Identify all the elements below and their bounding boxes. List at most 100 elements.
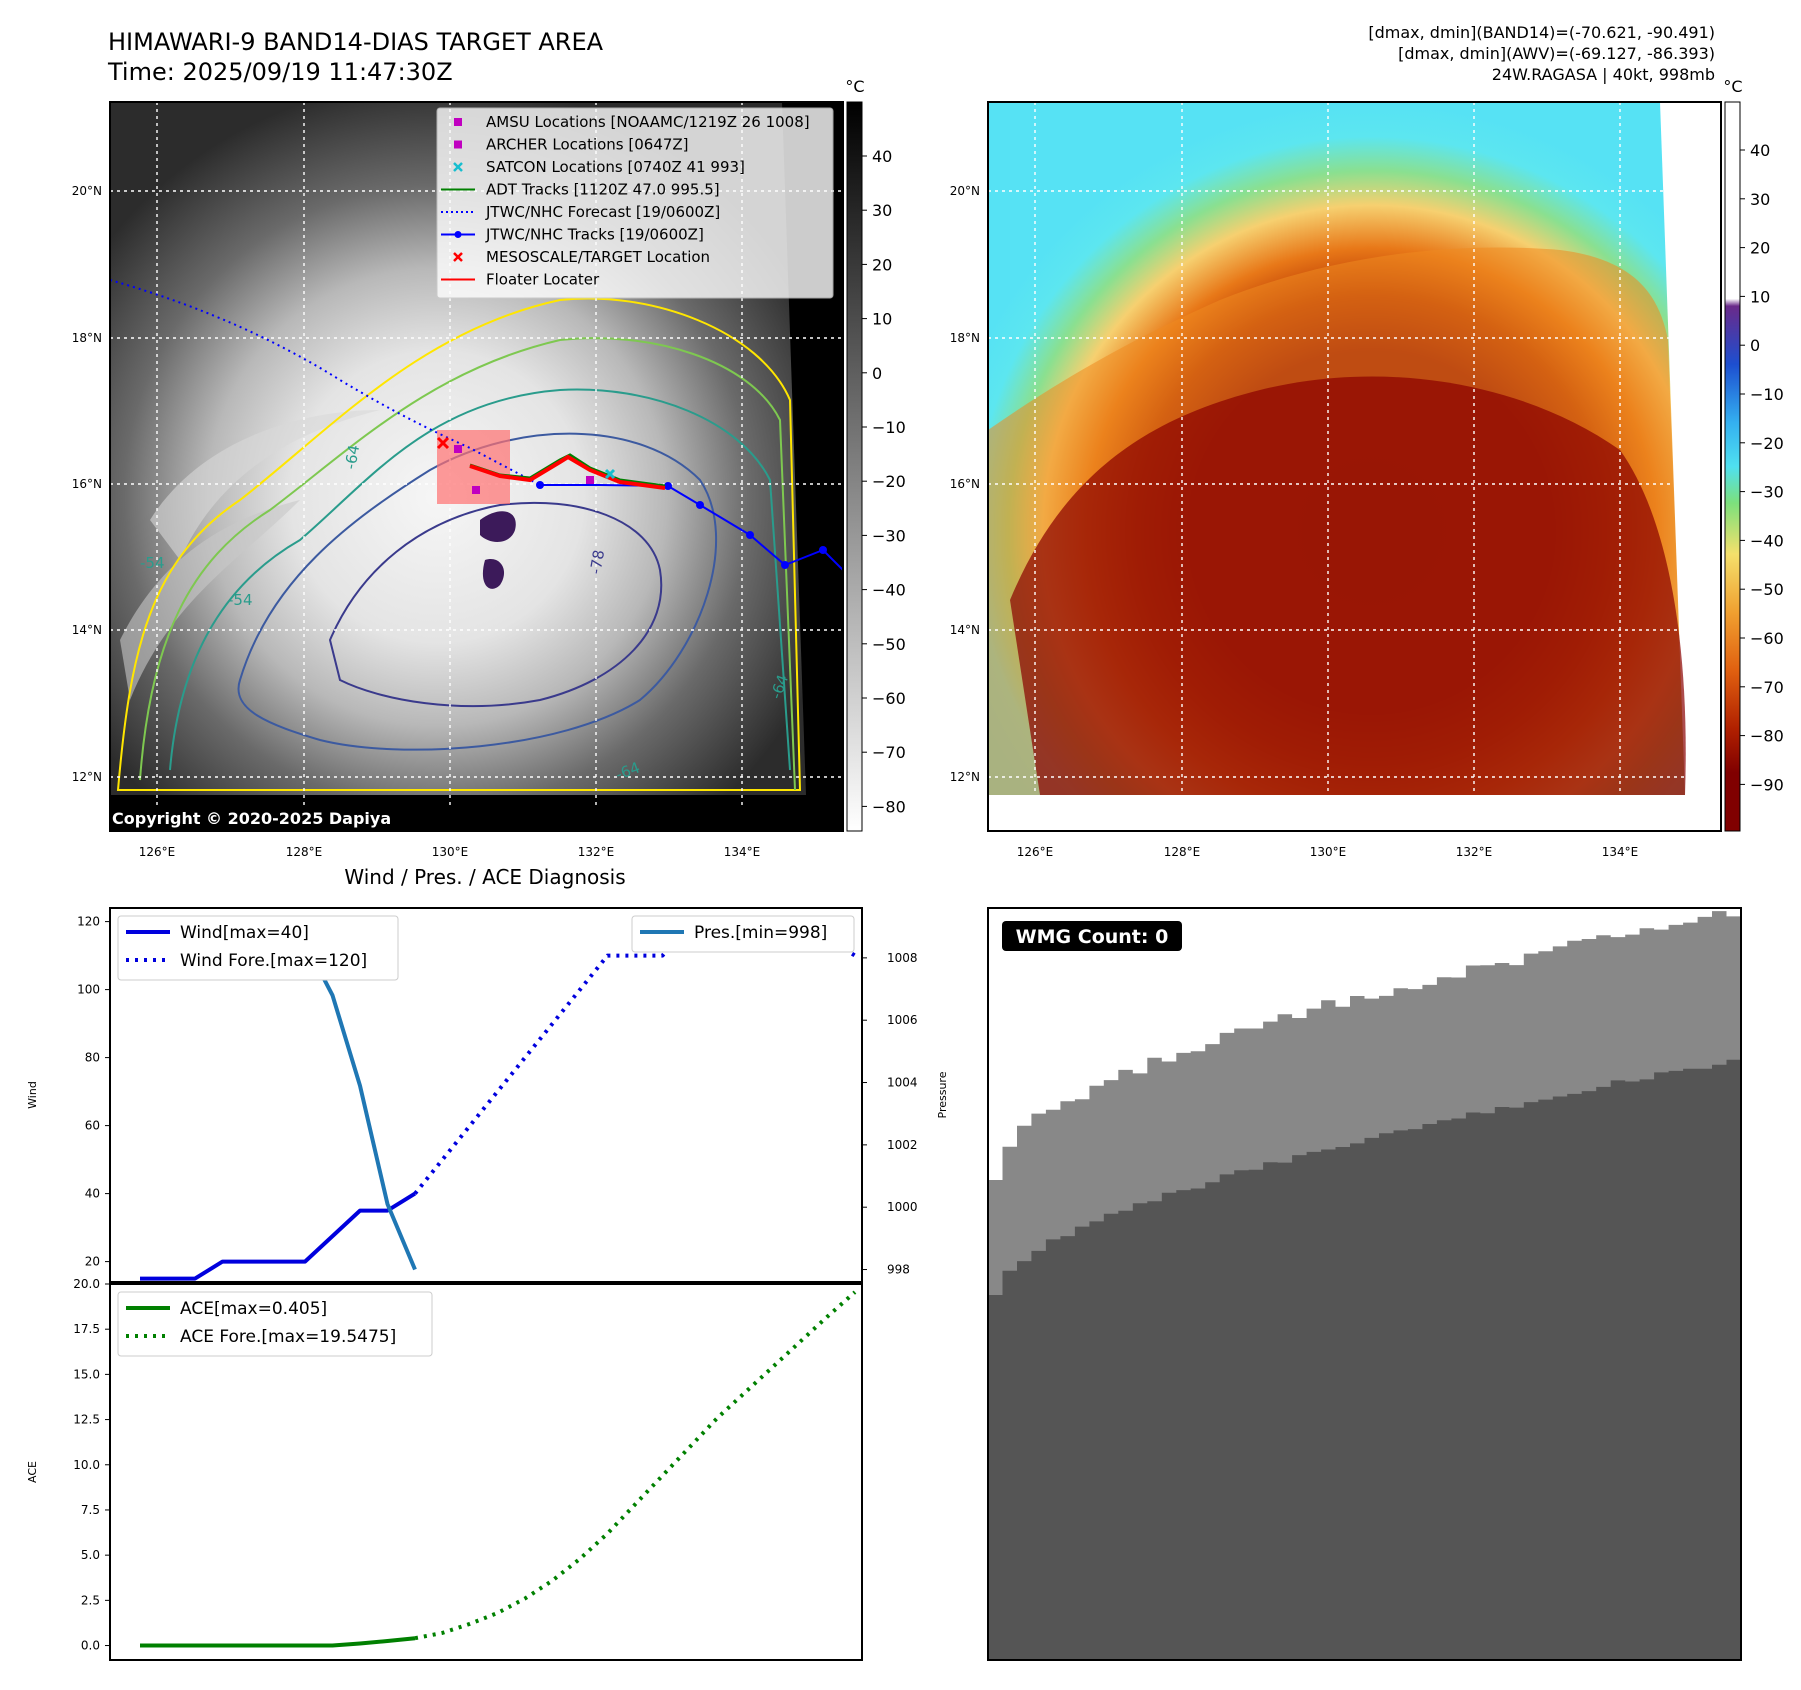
colorbar-tick: −60 (872, 689, 906, 708)
colorbar-tick: −50 (872, 635, 906, 654)
colorbar-tick: −50 (1750, 580, 1784, 599)
lon-tick: 126°E (139, 845, 176, 859)
legend-entry: AMSU Locations [NOAAMC/1219Z 26 1008] (454, 113, 810, 131)
diag-title: Wind / Pres. / ACE Diagnosis (344, 865, 625, 889)
lon-tick: 130°E (432, 845, 469, 859)
ace-legend: ACE[max=0.405] ACE Fore.[max=19.5475] (117, 1291, 433, 1357)
lon-tick: 132°E (1456, 845, 1493, 859)
y-tick: 1002 (887, 1138, 918, 1152)
lat-tick: 12°N (950, 770, 980, 784)
mesoscale-marker (436, 436, 450, 450)
legend-label: JTWC/NHC Tracks [19/0600Z] (485, 226, 704, 244)
colorbar-tick: 30 (872, 201, 892, 220)
y-tick: 60 (85, 1119, 100, 1133)
lon-tick: 132°E (578, 845, 615, 859)
y-tick: 5.0 (81, 1548, 100, 1562)
legend-entry: JTWC/NHC Forecast [19/0600Z] (441, 203, 720, 221)
colorbar-tick: 40 (872, 147, 892, 166)
wmg-panel: WMG Count: 0 (987, 907, 1742, 1661)
y-tick: 998 (887, 1263, 910, 1277)
colorbar-tick: −20 (872, 472, 906, 491)
y-tick: 12.5 (73, 1413, 100, 1427)
legend-marker (454, 140, 462, 149)
info-awv: [dmax, dmin](AWV)=(-69.127, -86.393) (1398, 44, 1715, 63)
right-map-grid (988, 102, 1721, 831)
legend-label: AMSU Locations [NOAAMC/1219Z 26 1008] (486, 113, 810, 131)
colorbar-tick: −70 (1750, 678, 1784, 697)
y-tick: 100 (77, 983, 100, 997)
legend-marker (453, 162, 463, 172)
wind-pressure-panel: 120 100 80 60 40 20 1008 1006 1004 1002 1000 998 W… (26, 907, 949, 1283)
colorbar-tick: −40 (1750, 531, 1784, 550)
right-lat-ticks: 20°N 18°N 16°N 14°N 12°N (950, 184, 980, 784)
lat-tick: 18°N (950, 331, 980, 345)
lon-tick: 126°E (1017, 845, 1054, 859)
info-band14: [dmax, dmin](BAND14)=(-70.621, -90.491) (1368, 23, 1715, 42)
colorbar-tick: −10 (872, 418, 906, 437)
y-tick: 40 (85, 1187, 100, 1201)
right-lon-ticks: 126°E 128°E 130°E 132°E 134°E (1017, 845, 1639, 859)
legend-entry: ADT Tracks [1120Z 47.0 995.5] (441, 181, 720, 199)
ace-legend-label: ACE[max=0.405] (180, 1299, 327, 1319)
colorbar-tick: 10 (872, 310, 892, 329)
wind-fore-legend-label: Wind Fore.[max=120] (180, 951, 367, 971)
y-tick: 10.0 (73, 1458, 100, 1472)
y-tick: 15.0 (73, 1367, 100, 1381)
lon-tick: 128°E (286, 845, 323, 859)
pressure-legend: Pres.[min=998] (631, 915, 855, 953)
wmg-badge (1002, 921, 1182, 951)
left-colorbar-unit: °C (845, 77, 864, 96)
legend-entry: Floater Locater (441, 271, 600, 289)
ace-ylabel: ACE (26, 1461, 39, 1483)
y-tick: 80 (85, 1051, 100, 1065)
colorbar-tick: 40 (1750, 141, 1770, 160)
lat-tick: 16°N (72, 477, 102, 491)
jtwc-forecast-track (110, 279, 541, 486)
wind-forecast-line (413, 919, 857, 1195)
info-storm: 24W.RAGASA | 40kt, 998mb (1492, 65, 1715, 84)
colorbar-tick: −30 (872, 526, 906, 545)
lat-tick: 12°N (72, 770, 102, 784)
legend-label: JTWC/NHC Forecast [19/0600Z] (485, 203, 720, 221)
figure-title: HIMAWARI-9 BAND14-DIAS TARGET AREA (108, 28, 604, 56)
wmg-dark-layer (988, 1059, 1741, 1660)
legend-label: SATCON Locations [0740Z 41 993] (486, 158, 745, 176)
colorbar-tick: −20 (1750, 434, 1784, 453)
legend-marker (454, 231, 462, 238)
y-tick: 20 (85, 1255, 100, 1269)
colorbar-tick: −90 (1750, 775, 1784, 794)
y-tick: 120 (77, 915, 100, 929)
y-tick: 20.0 (73, 1277, 100, 1291)
colorbar-tick: 10 (1750, 287, 1770, 306)
legend-label: ADT Tracks [1120Z 47.0 995.5] (486, 181, 720, 199)
wind-line (140, 1191, 417, 1281)
amsu-marker-2 (586, 476, 594, 484)
left-map: -64 -54 -64 -54 -78 -64 Copyright © 2020… (72, 77, 906, 859)
lat-tick: 14°N (950, 623, 980, 637)
lon-tick: 128°E (1164, 845, 1201, 859)
lat-tick: 14°N (72, 623, 102, 637)
lon-tick: 130°E (1310, 845, 1347, 859)
left-colorbar (846, 101, 863, 832)
legend-entry: SATCON Locations [0740Z 41 993] (453, 158, 745, 176)
y-tick: 1006 (887, 1013, 918, 1027)
ace-line (140, 1636, 416, 1648)
satcon-marker (604, 468, 616, 480)
lon-tick: 134°E (1602, 845, 1639, 859)
y-tick: 7.5 (81, 1503, 100, 1517)
left-map-legend: AMSU Locations [NOAAMC/1219Z 26 1008] ARC… (436, 107, 834, 299)
ace-forecast-line (414, 1290, 857, 1641)
ace-fore-legend-label: ACE Fore.[max=19.5475] (180, 1327, 396, 1347)
y-tick: 2.5 (81, 1593, 100, 1607)
figure-time: Time: 2025/09/19 11:47:30Z (107, 58, 453, 86)
legend-label: Floater Locater (486, 271, 600, 289)
copyright: Copyright © 2020-2025 Dapiya (112, 809, 391, 828)
lat-tick: 20°N (72, 184, 102, 198)
colorbar-tick: −10 (1750, 385, 1784, 404)
colorbar-tick: −80 (872, 797, 906, 816)
right-colorbar-unit: °C (1723, 77, 1742, 96)
left-lat-ticks: 20°N 18°N 16°N 14°N 12°N (72, 184, 102, 784)
colorbar-tick: −40 (872, 581, 906, 600)
floater-track (469, 454, 666, 490)
